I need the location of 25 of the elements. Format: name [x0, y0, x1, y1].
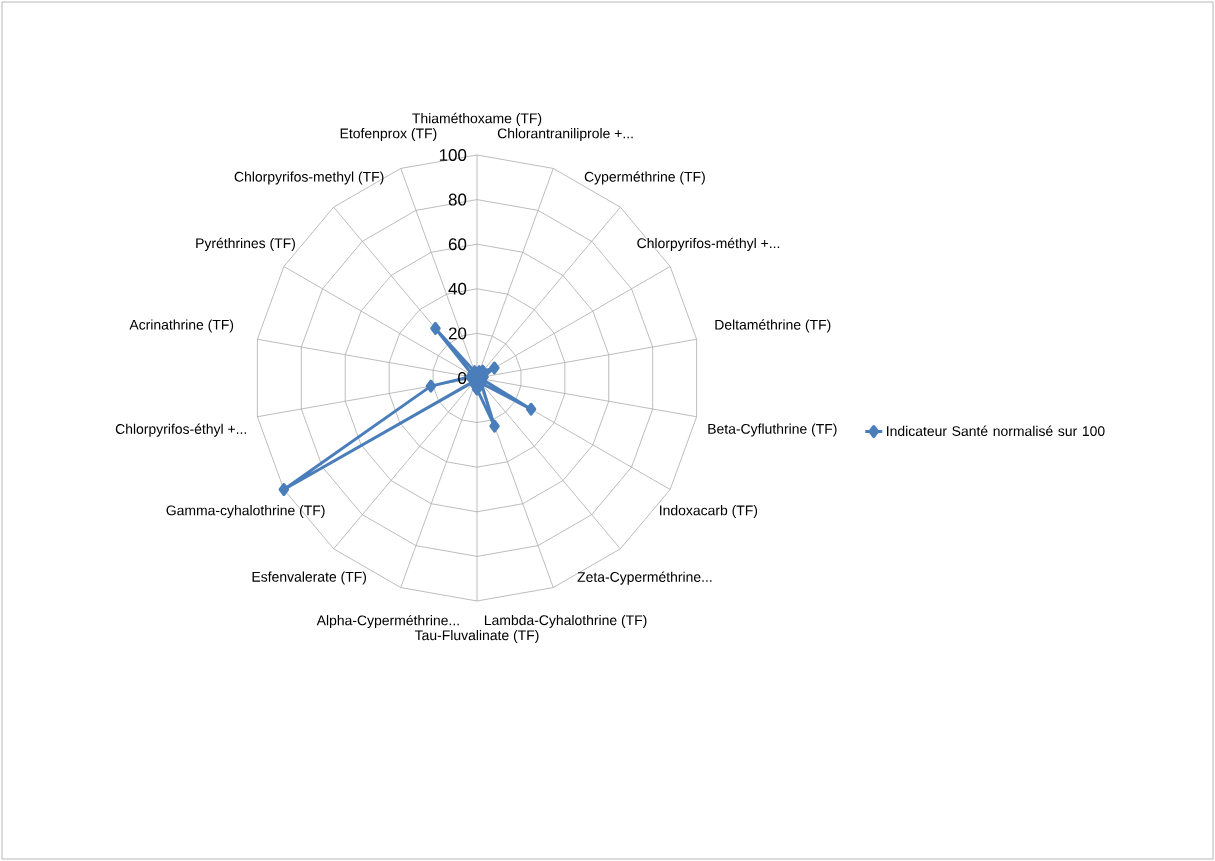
spoke-label: Indoxacarb (TF)	[660, 505, 758, 519]
y-tick-label: 0	[458, 372, 467, 384]
y-tick-label: 100	[439, 148, 467, 161]
y-tick-label: 60	[448, 238, 467, 251]
spoke-label: Zeta-Cyperméthrine...	[577, 571, 712, 585]
y-tick-label: 20	[448, 327, 467, 340]
spoke-label: Chlorpyrifos-methyl (TF)	[234, 171, 384, 185]
legend-label: Indicateur Santé normalisé sur 100	[887, 425, 1105, 437]
spoke-label: Deltaméthrine (TF)	[715, 319, 831, 333]
spoke-label: Etofenprox (TF)	[340, 128, 437, 142]
spoke-label: Gamma-cyhalothrine (TF)	[166, 505, 325, 519]
spoke-label: Esfenvalerate (TF)	[252, 571, 367, 585]
y-tick-label: 40	[448, 282, 467, 295]
spoke-label: Lambda-Cyhalothrine (TF)	[484, 614, 647, 628]
spoke-label: Cyperméthrine (TF)	[584, 171, 705, 185]
spoke-label: Chlorpyrifos-éthyl +...	[115, 423, 247, 437]
y-tick-label: 80	[448, 193, 467, 206]
spoke-label: Tau-Fluvalinate (TF)	[414, 629, 539, 643]
spoke-label: Chlorpyrifos-méthyl +...	[637, 237, 780, 251]
spoke-label: Thiaméthoxame (TF)	[412, 112, 542, 127]
spoke-label: Alpha-Cyperméthrine...	[316, 614, 459, 629]
spoke-label: Acrinathrine (TF)	[129, 319, 234, 333]
spoke-label: Pyréthrines (TF)	[196, 237, 295, 251]
spoke-label: Chlorantraniliprole +...	[497, 128, 633, 142]
spoke-label: Beta-Cyfluthrine (TF)	[708, 423, 837, 437]
